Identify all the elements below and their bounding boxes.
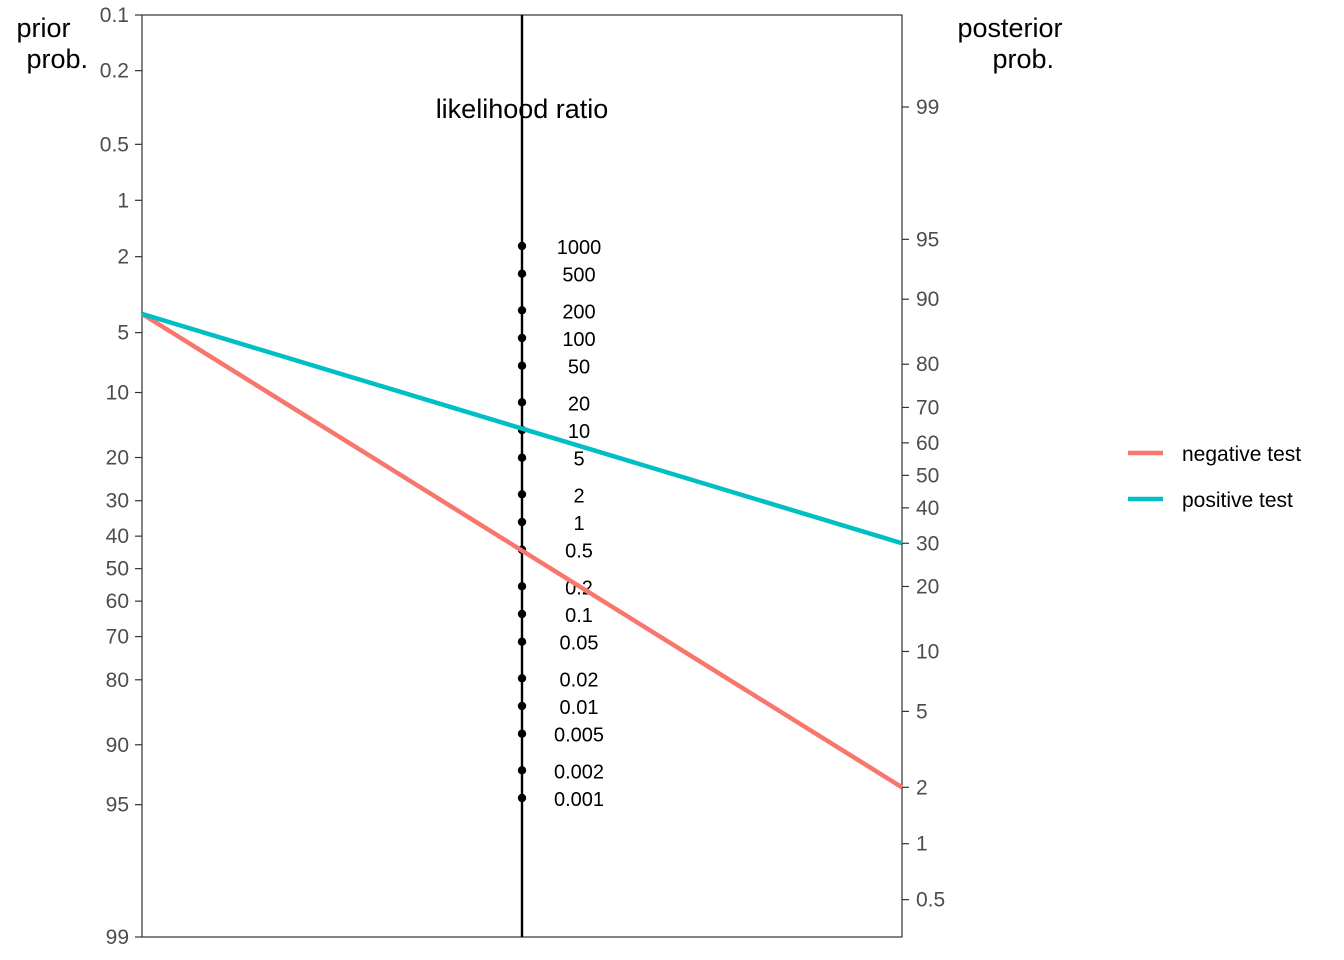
left-axis-tick-label-0-1: 0.1 xyxy=(100,4,129,27)
lr-label-0-001: 0.001 xyxy=(554,789,604,811)
right-axis-tick-label-90: 90 xyxy=(916,288,939,311)
left-axis-title-line-2: prob. xyxy=(26,44,88,74)
legend: negative test positive test xyxy=(1128,443,1301,512)
right-axis-tick-label-0-5: 0.5 xyxy=(916,889,945,912)
lr-point-0-2 xyxy=(517,582,527,591)
left-axis-tick-label-40: 40 xyxy=(106,525,129,548)
right-axis-title-line-1: posterior xyxy=(957,13,1062,43)
lr-point-50 xyxy=(517,361,527,370)
series-line-positive-test xyxy=(141,311,903,546)
lr-point-0-001 xyxy=(517,793,527,803)
lr-point-0-1 xyxy=(517,609,527,619)
left-axis-tick-label-1: 1 xyxy=(117,189,129,212)
right-axis-tick-label-2: 2 xyxy=(916,776,928,799)
right-axis-tick-label-60: 60 xyxy=(916,432,939,455)
left-axis-tick-label-80: 80 xyxy=(106,669,129,692)
left-axis-tick-label-95: 95 xyxy=(106,794,129,817)
left-axis-tick-label-0-2: 0.2 xyxy=(100,60,129,83)
lr-point-100 xyxy=(517,333,527,343)
right-axis-tick-label-99: 99 xyxy=(916,96,939,119)
right-axis-tick-label-5: 5 xyxy=(916,700,928,723)
left-axis-tick-label-50: 50 xyxy=(106,558,129,581)
left-axis-tick-label-5: 5 xyxy=(117,322,129,345)
left-axis-title-line-1: prior xyxy=(16,13,70,43)
left-axis-tick-label-70: 70 xyxy=(106,626,129,649)
right-axis-title-line-2: prob. xyxy=(992,44,1054,74)
left-axis-tick-label-0-5: 0.5 xyxy=(100,133,129,156)
right-axis-tick-label-50: 50 xyxy=(916,464,939,487)
lr-label-2: 2 xyxy=(573,485,584,507)
lr-label-0-002: 0.002 xyxy=(554,761,604,783)
left-axis-tick-label-90: 90 xyxy=(106,734,129,757)
lr-label-0-01: 0.01 xyxy=(560,697,599,719)
right-axis-tick-label-20: 20 xyxy=(916,575,939,598)
right-axis-tick-label-10: 10 xyxy=(916,640,939,663)
lr-point-0-002 xyxy=(517,766,527,775)
left-axis-tick-label-99: 99 xyxy=(106,926,129,949)
right-axis-tick-label-40: 40 xyxy=(916,497,939,520)
lr-label-0-05: 0.05 xyxy=(560,633,599,655)
lr-point-0-01 xyxy=(517,701,527,711)
lr-point-2 xyxy=(517,490,527,499)
right-axis-tick-label-95: 95 xyxy=(916,228,939,251)
lr-label-100: 100 xyxy=(562,329,595,351)
series-line-negative-test xyxy=(140,311,904,790)
lr-label-0-5: 0.5 xyxy=(565,541,593,563)
lr-point-0-02 xyxy=(517,674,527,683)
lr-point-0-05 xyxy=(517,637,527,646)
lr-label-10: 10 xyxy=(568,421,590,443)
lr-label-1: 1 xyxy=(573,513,584,535)
lr-point-1 xyxy=(517,517,527,527)
lr-label-0-1: 0.1 xyxy=(565,605,593,627)
lr-point-200 xyxy=(517,306,527,315)
lr-point-20 xyxy=(517,398,527,407)
left-axis-tick-label-2: 2 xyxy=(117,246,129,269)
legend-label-positive-test: positive test xyxy=(1182,489,1293,512)
likelihood-ratio-axis-title: likelihood ratio xyxy=(436,94,609,124)
lr-label-0-005: 0.005 xyxy=(554,725,604,747)
lr-label-50: 50 xyxy=(568,357,590,379)
lr-point-1000 xyxy=(517,241,527,251)
right-axis-tick-label-1: 1 xyxy=(916,833,928,856)
series-lines xyxy=(140,311,904,790)
lr-point-500 xyxy=(517,269,527,278)
lr-label-20: 20 xyxy=(568,393,590,415)
likelihood-ratio-scale: 10005002001005020105210.50.20.10.050.020… xyxy=(517,237,604,811)
lr-label-0-02: 0.02 xyxy=(560,669,599,691)
left-axis-tick-label-20: 20 xyxy=(106,447,129,470)
right-axis-title: posterior prob. xyxy=(957,13,1070,74)
lr-point-0-005 xyxy=(517,729,527,738)
lr-label-1000: 1000 xyxy=(557,237,602,259)
left-axis-tick-label-10: 10 xyxy=(106,382,129,405)
lr-label-200: 200 xyxy=(562,301,595,323)
right-axis: 99 95 90 80 70 60 50 40 30 20 10 5 2 1 0.5 xyxy=(902,96,945,912)
right-axis-tick-label-80: 80 xyxy=(916,353,939,376)
lr-label-5: 5 xyxy=(573,449,584,471)
legend-label-negative-test: negative test xyxy=(1182,443,1301,466)
right-axis-tick-label-70: 70 xyxy=(916,396,939,419)
left-axis-tick-label-60: 60 xyxy=(106,590,129,613)
left-axis-tick-label-30: 30 xyxy=(106,490,129,513)
lr-point-5 xyxy=(517,453,527,462)
right-axis-tick-label-30: 30 xyxy=(916,532,939,555)
left-axis: 0.1 0.2 0.5 1 2 5 10 20 30 40 50 60 70 80 90 95 99 xyxy=(100,4,142,949)
lr-label-500: 500 xyxy=(562,265,595,287)
left-axis-title: prior prob. xyxy=(16,13,88,74)
